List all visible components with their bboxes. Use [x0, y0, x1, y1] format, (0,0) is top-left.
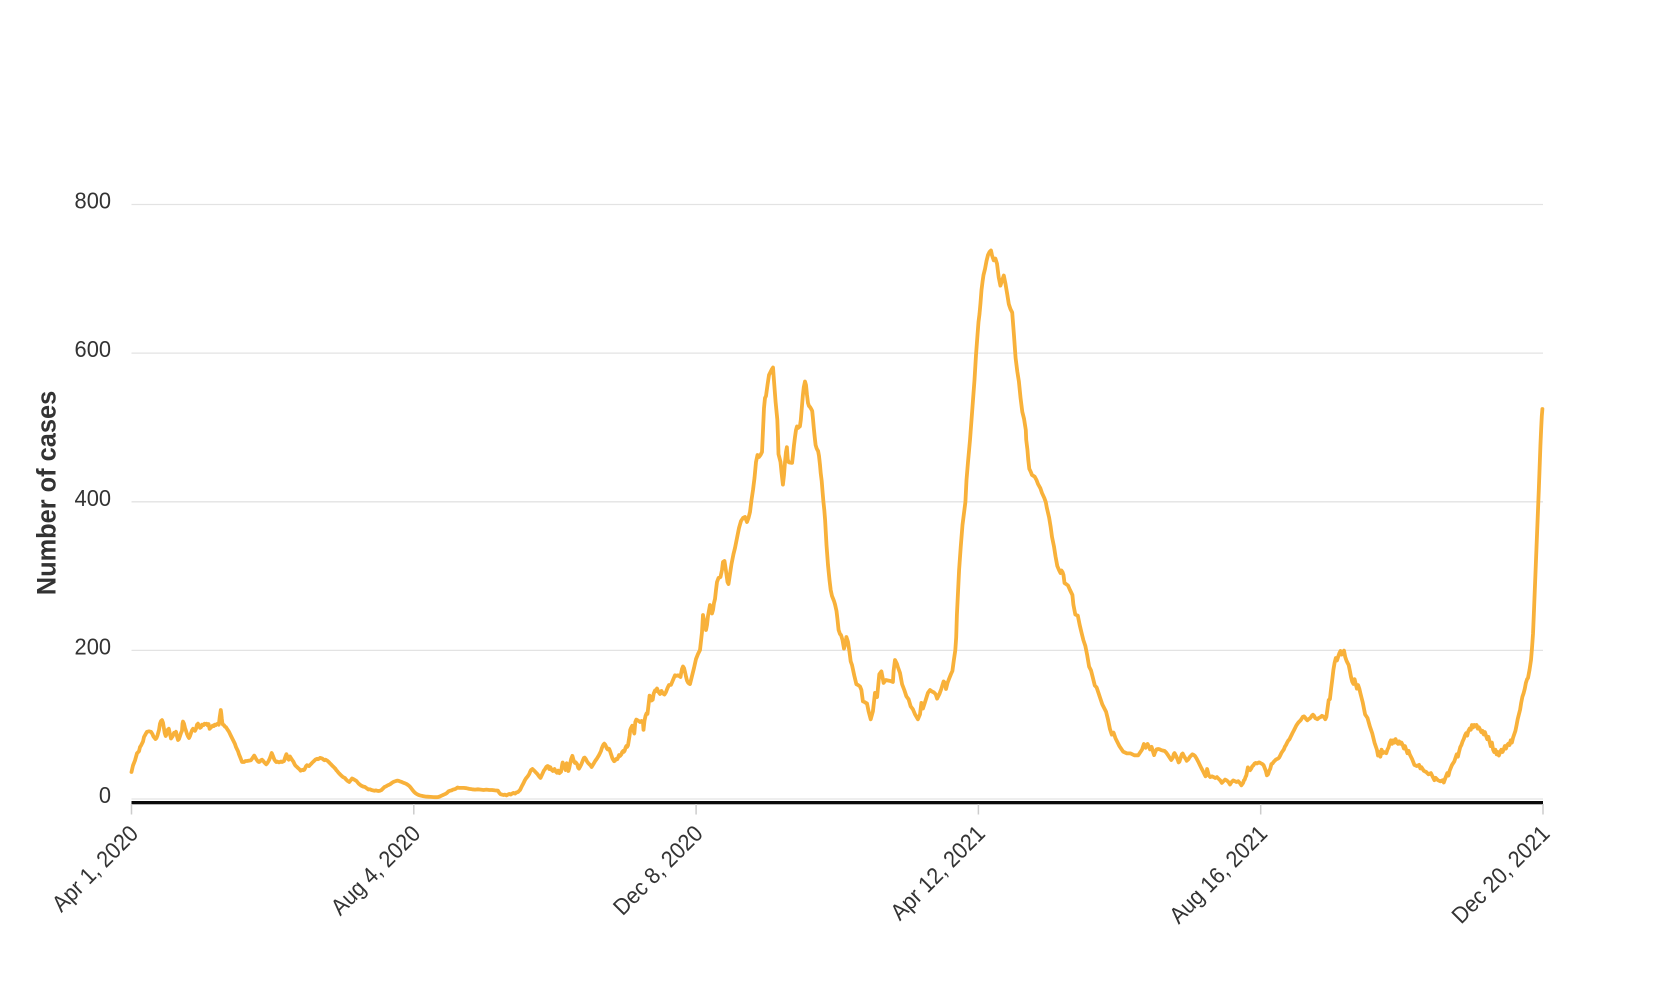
svg-text:400: 400 — [75, 485, 111, 511]
svg-text:200: 200 — [75, 634, 111, 660]
svg-text:Aug 4, 2020: Aug 4, 2020 — [326, 820, 426, 920]
svg-text:Apr 1, 2020: Apr 1, 2020 — [47, 820, 143, 916]
svg-text:Number of cases: Number of cases — [31, 391, 62, 595]
svg-text:800: 800 — [75, 188, 111, 214]
svg-text:Dec 20, 2021: Dec 20, 2021 — [1446, 820, 1554, 928]
svg-text:Aug 16, 2021: Aug 16, 2021 — [1164, 820, 1272, 928]
svg-text:0: 0 — [99, 782, 111, 808]
svg-text:Apr 12, 2021: Apr 12, 2021 — [885, 820, 990, 925]
svg-text:Dec 8, 2020: Dec 8, 2020 — [608, 820, 708, 920]
svg-text:600: 600 — [75, 337, 111, 363]
